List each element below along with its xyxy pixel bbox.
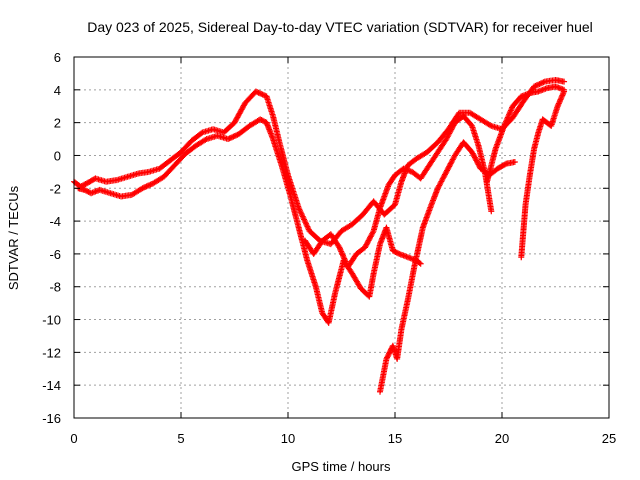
y-tick-label: 2 — [54, 116, 61, 131]
data-point — [198, 130, 205, 137]
data-series-5 — [518, 88, 568, 261]
data-point — [139, 185, 146, 192]
x-tick-label: 15 — [388, 431, 402, 446]
data-points — [71, 76, 568, 395]
data-point — [540, 79, 547, 86]
data-point — [256, 90, 263, 97]
data-point — [233, 132, 240, 139]
data-point — [561, 86, 568, 93]
y-axis-label: SDTVAR / TECUs — [6, 185, 21, 290]
data-point — [229, 134, 236, 141]
data-point — [142, 184, 149, 191]
data-point — [143, 183, 150, 190]
x-tick-label: 25 — [602, 431, 616, 446]
data-point — [384, 353, 391, 360]
data-point — [146, 182, 153, 189]
data-point — [511, 159, 518, 166]
y-tick-label: -16 — [42, 411, 61, 426]
data-series-1 — [71, 76, 568, 248]
y-tick-label: -6 — [49, 247, 61, 262]
chart-title: Day 023 of 2025, Sidereal Day-to-day VTE… — [87, 19, 593, 35]
y-tick-label: -12 — [42, 345, 61, 360]
data-point — [231, 132, 238, 139]
data-point — [255, 89, 262, 96]
data-point — [230, 133, 237, 140]
x-axis-label: GPS time / hours — [292, 459, 391, 474]
data-point — [260, 92, 267, 99]
data-point — [532, 82, 539, 89]
data-point — [384, 354, 391, 361]
data-point — [536, 81, 543, 88]
data-point — [225, 136, 232, 143]
x-tick-label: 0 — [70, 431, 77, 446]
data-point — [486, 122, 493, 129]
data-point — [394, 250, 401, 257]
data-point — [226, 135, 233, 142]
data-point — [386, 350, 393, 357]
y-tick-label: -2 — [49, 181, 61, 196]
data-series-3 — [302, 113, 495, 271]
data-point — [140, 184, 147, 191]
y-tick-label: 6 — [54, 50, 61, 65]
data-point — [417, 260, 424, 267]
plot-area-frame — [73, 56, 610, 419]
axis-ticks: 0 5 10 15 20 25 -16 -14 -12 -10 -8 -6 -4 -2 0 2 4 6 — [42, 50, 616, 446]
data-point — [227, 134, 234, 141]
y-tick-label: -10 — [42, 313, 61, 328]
data-point — [383, 355, 390, 362]
data-point — [202, 136, 209, 143]
x-tick-label: 10 — [281, 431, 295, 446]
data-point — [502, 161, 509, 168]
data-point — [531, 83, 538, 90]
data-point — [254, 89, 261, 96]
data-series-2 — [75, 116, 424, 326]
data-point — [488, 208, 495, 215]
data-point — [385, 351, 392, 358]
data-point — [386, 349, 393, 356]
y-tick-label: 4 — [54, 83, 61, 98]
data-point — [259, 91, 266, 98]
data-point — [533, 82, 540, 89]
x-tick-label: 5 — [177, 431, 184, 446]
data-point — [561, 78, 568, 85]
data-point — [144, 182, 151, 189]
y-tick-label: -14 — [42, 378, 61, 393]
data-point — [252, 88, 259, 95]
x-tick-label: 20 — [495, 431, 509, 446]
grid-lines — [74, 57, 609, 418]
data-series-6 — [484, 83, 568, 185]
data-series-4 — [377, 139, 518, 395]
data-point — [147, 181, 154, 188]
data-point — [258, 90, 265, 97]
y-tick-label: -8 — [49, 280, 61, 295]
y-tick-label: 0 — [54, 148, 61, 163]
data-point — [537, 80, 544, 87]
data-point — [369, 229, 376, 236]
data-point — [539, 79, 546, 86]
y-tick-label: -4 — [49, 214, 61, 229]
data-point — [535, 81, 542, 88]
